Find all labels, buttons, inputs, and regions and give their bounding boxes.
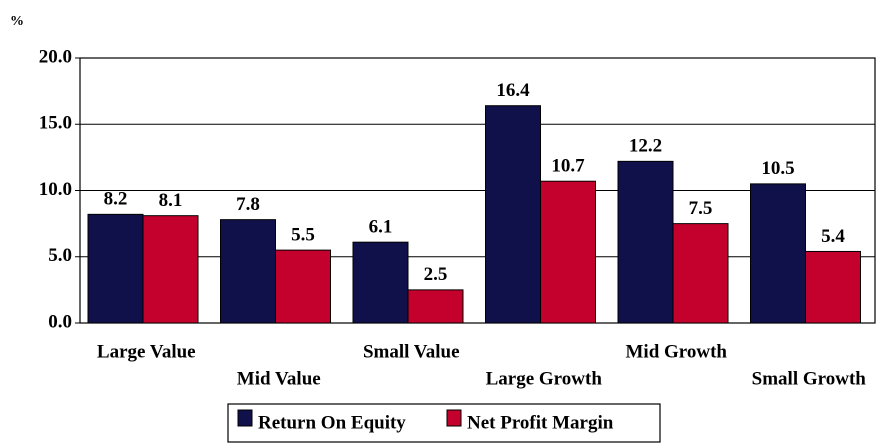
data-label: 5.5	[291, 224, 315, 245]
bar	[617, 160, 674, 324]
data-label: 5.4	[821, 226, 845, 247]
bar	[805, 250, 861, 324]
bar	[485, 105, 541, 324]
data-label: 7.5	[689, 198, 713, 219]
y-tick-label: 20.0	[39, 46, 72, 67]
bar	[142, 215, 199, 324]
bar	[87, 213, 144, 324]
x-tick-label: Mid Growth	[625, 341, 727, 362]
data-label: 12.2	[629, 136, 662, 157]
x-tick-label: Small Value	[363, 341, 460, 362]
legend-label: Return On Equity	[258, 412, 406, 433]
x-tick-label: Large Value	[97, 341, 196, 362]
bar	[220, 219, 276, 324]
data-label: 8.2	[104, 189, 128, 210]
bar	[540, 180, 596, 324]
y-axis-label: %	[10, 14, 24, 29]
y-tick-label: 10.0	[39, 179, 72, 200]
data-label: 10.7	[551, 156, 585, 177]
x-tick-label: Large Growth	[486, 368, 603, 389]
bar	[672, 223, 729, 324]
y-tick-label: 5.0	[48, 245, 72, 266]
legend-swatch	[446, 409, 462, 427]
data-label: 6.1	[369, 217, 393, 238]
data-label: 2.5	[424, 264, 448, 285]
y-tick-label: 15.0	[39, 113, 72, 134]
data-label: 7.8	[236, 194, 260, 215]
data-label: 8.1	[159, 190, 183, 211]
legend-box	[227, 403, 661, 443]
data-label: 10.5	[761, 158, 794, 179]
legend-swatch	[237, 409, 253, 427]
legend-label: Net Profit Margin	[467, 412, 614, 433]
bar	[275, 249, 331, 324]
y-tick-label: 0.0	[48, 311, 72, 332]
bar	[352, 241, 409, 324]
bar	[750, 183, 806, 324]
x-tick-label: Mid Value	[237, 368, 321, 389]
plot-border	[79, 57, 876, 324]
bar	[407, 289, 464, 324]
x-tick-label: Small Growth	[752, 368, 867, 389]
data-label: 16.4	[496, 80, 530, 101]
